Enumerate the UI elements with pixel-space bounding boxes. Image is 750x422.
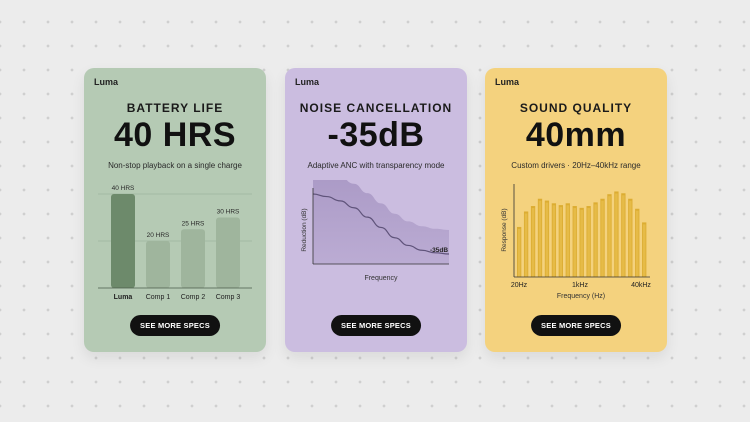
response-bar-highlight	[545, 202, 549, 277]
tick-label: 20Hz	[511, 282, 528, 289]
response-bar-highlight	[524, 213, 528, 277]
battery-life-card: Luma BATTERY LIFE 40 HRS Non-stop playba…	[84, 68, 266, 352]
noise-cancellation-card: Luma NOISE CANCELLATION -35dB Adaptive A…	[285, 68, 467, 352]
data-label: 30 HRS	[217, 209, 240, 216]
response-bar-highlight	[601, 200, 604, 277]
response-bar-highlight	[629, 200, 632, 277]
battery-bar-chart: 40 HRS Luma 20 HRS Comp 1 25 HRS Comp 2 30 HRS…	[98, 185, 252, 301]
tick-label: Comp 2	[181, 294, 206, 301]
x-axis-label: Frequency (Hz)	[557, 293, 605, 300]
response-bar-highlight	[615, 193, 618, 277]
frequency-response-chart: 20Hz 1kHz 40kHz Frequency (Hz) Response (dB)	[501, 184, 651, 300]
response-bar-highlight	[573, 208, 577, 277]
tick-label: Comp 1	[146, 294, 171, 301]
bar-luma	[111, 194, 135, 288]
sound-quality-card: Luma SOUND QUALITY 40mm Custom drivers ·…	[485, 68, 667, 352]
bar-comp-1	[146, 241, 170, 288]
bar-comp-3	[216, 217, 240, 288]
data-label: 40 HRS	[112, 185, 135, 192]
reduction-area	[313, 180, 449, 264]
card-value: 40mm	[525, 116, 627, 154]
y-axis-label: Response (dB)	[501, 208, 508, 251]
brand-label: Luma	[495, 77, 520, 87]
annotation-label: -35dB	[430, 247, 448, 254]
card-value: 40 HRS	[113, 116, 237, 154]
response-bar-highlight	[517, 228, 521, 277]
card-value: -35dB	[327, 116, 425, 154]
tick-label: 40kHz	[631, 282, 651, 289]
see-more-specs-button[interactable]: SEE MORE SPECS	[130, 315, 220, 336]
reduction-curve	[312, 193, 450, 255]
response-bar-highlight	[594, 204, 597, 277]
tick-label: Comp 3	[216, 294, 241, 301]
data-label: 20 HRS	[147, 232, 170, 239]
response-bar-highlight	[635, 210, 639, 277]
card-subtitle: Non-stop playback on a single charge	[108, 161, 242, 170]
noise-reduction-chart: -35dB Frequency Reduction (dB)	[301, 180, 450, 282]
response-bar-highlight	[642, 224, 646, 277]
see-more-specs-button[interactable]: SEE MORE SPECS	[331, 315, 421, 336]
response-bar-highlight	[531, 208, 535, 277]
card-subtitle: Adaptive ANC with transparency mode	[307, 161, 445, 170]
card-subtitle: Custom drivers · 20Hz–40kHz range	[511, 161, 641, 170]
response-bar-highlight	[608, 196, 611, 277]
response-bar-highlight	[580, 209, 583, 277]
response-bar-highlight	[559, 207, 563, 277]
brand-label: Luma	[295, 77, 320, 87]
tick-label: Luma	[114, 294, 133, 301]
response-bar-highlight	[566, 205, 570, 277]
response-bar-highlight	[622, 195, 625, 277]
tick-label: 1kHz	[572, 282, 588, 289]
x-axis-label: Frequency	[364, 275, 398, 282]
response-bar-highlight	[538, 200, 542, 277]
card-title: SOUND QUALITY	[519, 101, 633, 115]
brand-label: Luma	[94, 77, 119, 87]
card-title: BATTERY LIFE	[126, 101, 224, 115]
response-bar-highlight	[552, 205, 556, 277]
response-bar-highlight	[587, 208, 590, 277]
data-label: 25 HRS	[182, 220, 205, 227]
bar-comp-2	[181, 229, 205, 288]
y-axis-label: Reduction (dB)	[301, 208, 308, 251]
card-title: NOISE CANCELLATION	[299, 101, 453, 115]
see-more-specs-button[interactable]: SEE MORE SPECS	[531, 315, 621, 336]
